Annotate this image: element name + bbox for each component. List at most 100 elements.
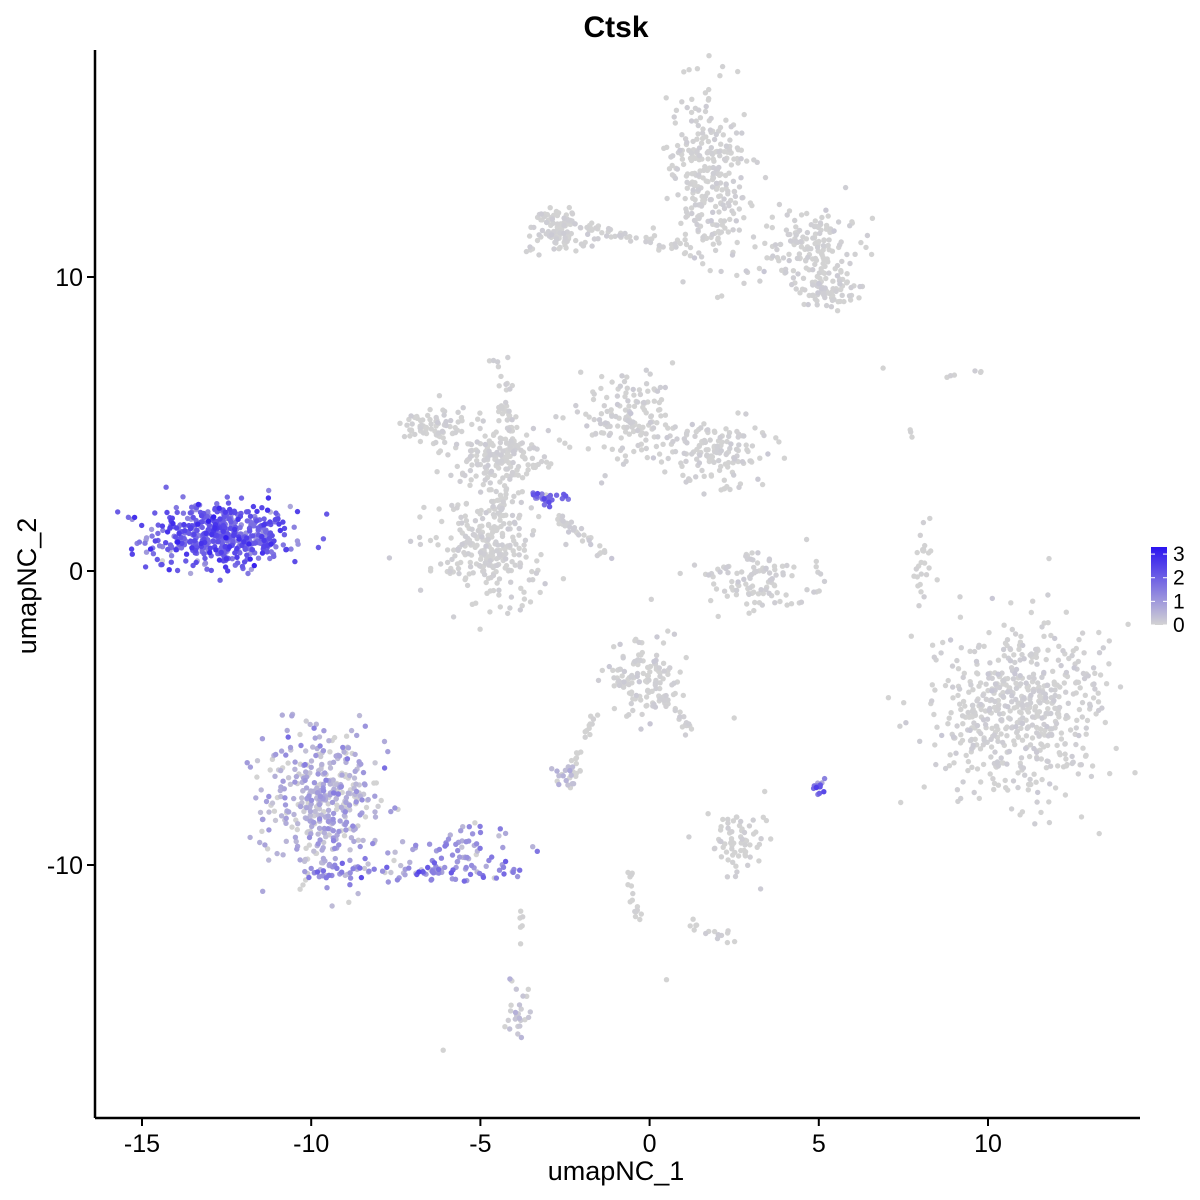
cell-point <box>983 696 989 702</box>
cell-point <box>763 565 769 571</box>
cell-point <box>990 776 996 782</box>
cell-point <box>518 585 524 591</box>
cell-point <box>724 593 730 599</box>
cell-point <box>741 280 747 286</box>
cell-point <box>680 692 686 699</box>
cell-point <box>312 808 318 815</box>
cell-point <box>521 547 528 553</box>
cell-point <box>278 748 285 754</box>
cell-point <box>588 541 594 548</box>
cell-point <box>275 516 281 522</box>
cell-point <box>741 829 748 836</box>
cell-point <box>974 766 981 772</box>
cell-point <box>711 459 717 465</box>
cell-point <box>677 709 683 715</box>
cell-point <box>978 730 984 737</box>
cell-point <box>232 550 238 556</box>
cell-point <box>821 237 827 244</box>
cell-point <box>897 723 903 729</box>
cell-point <box>619 373 625 379</box>
cell-point <box>717 180 724 186</box>
cell-point <box>464 854 470 861</box>
cell-point <box>1028 781 1034 788</box>
cell-point <box>232 526 238 533</box>
cell-point <box>467 448 474 454</box>
cell-point <box>717 569 723 575</box>
cell-point <box>734 239 740 246</box>
cell-point <box>1018 725 1024 731</box>
cell-point <box>1058 730 1065 736</box>
cell-point <box>506 408 512 414</box>
cell-point <box>803 265 809 271</box>
cell-point <box>570 781 577 787</box>
cell-point <box>255 555 262 561</box>
cell-point <box>498 373 504 380</box>
cell-point <box>149 533 155 539</box>
cell-point <box>373 780 379 786</box>
cell-point <box>357 843 363 850</box>
cell-point <box>486 487 492 493</box>
cell-point <box>721 588 728 594</box>
cell-point <box>517 560 523 566</box>
cell-point <box>205 509 211 515</box>
cell-point <box>263 798 270 805</box>
cell-point <box>969 708 976 714</box>
cell-point <box>651 658 657 665</box>
cell-point <box>746 823 753 829</box>
cell-point <box>626 681 632 688</box>
cell-point <box>593 225 599 231</box>
cell-point <box>299 795 305 801</box>
cell-point <box>684 104 690 111</box>
cell-point <box>366 868 372 874</box>
cell-point <box>416 869 422 875</box>
cell-point <box>220 528 226 535</box>
cell-point <box>1045 706 1051 712</box>
cell-point <box>321 830 328 836</box>
cell-point <box>506 520 513 526</box>
cell-point <box>805 246 811 252</box>
cell-point <box>969 702 976 709</box>
cell-point <box>759 602 765 608</box>
cell-point <box>908 633 914 639</box>
cell-point <box>690 187 696 193</box>
cell-point <box>965 709 971 716</box>
cell-point <box>1009 725 1015 731</box>
cell-point <box>810 267 816 273</box>
cell-point <box>647 669 653 675</box>
cell-point <box>678 460 684 466</box>
x-tick-label: -15 <box>124 1130 160 1158</box>
cell-point <box>417 438 424 445</box>
cell-point <box>703 447 709 453</box>
cell-point <box>1006 748 1012 755</box>
cell-point <box>630 707 636 714</box>
cell-point <box>429 868 435 875</box>
cell-point <box>507 1026 513 1032</box>
cell-point <box>1044 682 1050 688</box>
cell-point <box>810 235 816 241</box>
cell-point <box>999 760 1005 766</box>
cell-point <box>946 763 953 769</box>
cell-point <box>639 711 645 718</box>
cell-point <box>467 453 474 460</box>
cell-point <box>613 413 619 420</box>
cell-point <box>734 155 740 162</box>
cell-point <box>672 120 678 126</box>
cell-point <box>1015 784 1021 791</box>
cell-point <box>488 440 495 446</box>
cell-point <box>794 255 801 262</box>
cell-point <box>1087 703 1094 709</box>
cell-point <box>821 789 827 795</box>
cell-point <box>502 858 509 865</box>
cell-point <box>617 641 623 647</box>
cell-point <box>702 193 709 199</box>
cell-point <box>602 420 609 426</box>
cell-point <box>496 867 503 873</box>
cell-point <box>1092 686 1098 692</box>
cell-point <box>316 734 323 740</box>
cell-point <box>976 795 982 802</box>
cell-point <box>707 127 714 133</box>
cell-point <box>372 814 379 820</box>
cell-point <box>477 489 484 495</box>
cell-point <box>916 603 922 609</box>
cell-point <box>696 107 702 113</box>
